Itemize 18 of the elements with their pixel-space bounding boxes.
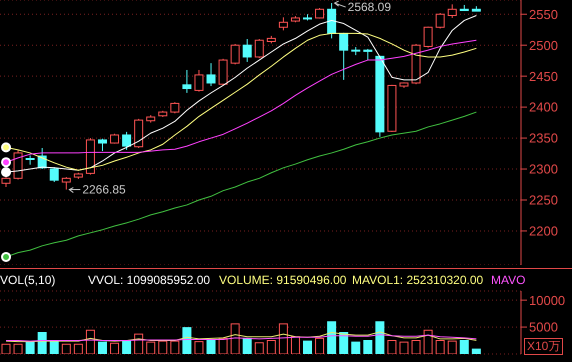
annotation: 2568.09 xyxy=(348,0,392,14)
y-tick-label: 2550 xyxy=(529,6,558,22)
text: VOL(5,10) xyxy=(0,273,56,287)
text: VOLUME: 91590496.00 xyxy=(219,273,346,287)
text: MAVO xyxy=(491,273,526,287)
y-tick-label: 2250 xyxy=(529,192,558,208)
y-axis-title: X10万 xyxy=(524,338,564,355)
annotation: 2266.85 xyxy=(82,182,126,197)
y-tick-label: 2400 xyxy=(529,100,558,115)
text: MAVOL1: 252310320.00 xyxy=(352,273,484,287)
y-tick-label: 5000 xyxy=(529,320,558,335)
y-tick-label: 2350 xyxy=(529,130,558,146)
y-tick-label: 2300 xyxy=(529,162,558,177)
y-tick-label: 2500 xyxy=(529,38,558,53)
y-tick-label: 10000 xyxy=(529,292,566,308)
y-tick-label: 2200 xyxy=(529,224,558,239)
text: VVOL: 1099085952.00 xyxy=(88,273,210,287)
y-tick-label: 2450 xyxy=(529,68,558,84)
